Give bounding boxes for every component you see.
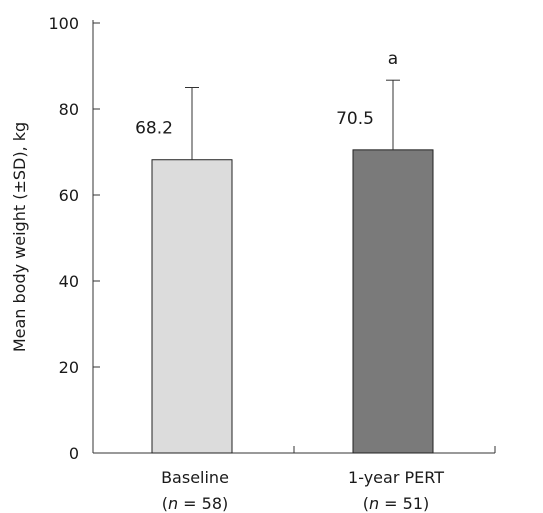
data-label: 70.5 — [336, 109, 374, 129]
data-labels: 68.2 70.5 a — [135, 49, 398, 139]
bars — [151, 149, 434, 454]
bar — [151, 159, 233, 454]
bar — [352, 149, 434, 454]
y-tick-label: 80 — [59, 100, 79, 119]
y-tick-label: 0 — [69, 444, 79, 463]
y-tick-label: 100 — [48, 14, 79, 33]
y-axis: 0 20 40 60 80 100 — [48, 14, 100, 463]
data-label: 68.2 — [135, 119, 173, 139]
y-tick-label: 20 — [59, 358, 79, 377]
significance-marker: a — [388, 49, 398, 69]
y-tick-label: 60 — [59, 186, 79, 205]
error-bars — [185, 79, 400, 160]
y-axis-title: Mean body weight (±SD), kg — [10, 122, 29, 352]
y-tick-label: 40 — [59, 272, 79, 291]
category-sublabel: (n = 58) — [162, 494, 229, 513]
category-sublabel: (n = 51) — [363, 494, 430, 513]
category-label: Baseline — [161, 468, 229, 487]
category-label: 1-year PERT — [348, 468, 444, 487]
category-labels: Baseline (n = 58) 1-year PERT (n = 51) — [161, 468, 444, 513]
